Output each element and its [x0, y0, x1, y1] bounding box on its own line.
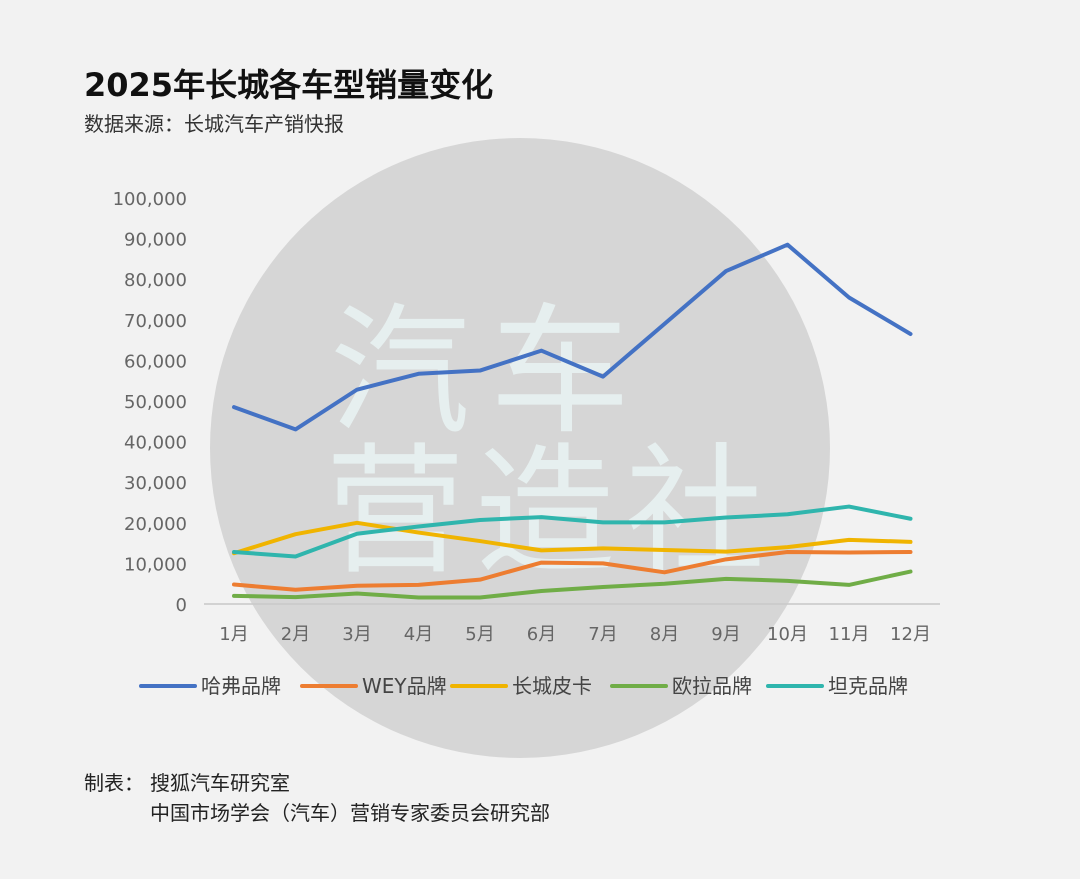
series-line-2: [232, 550, 913, 592]
y-tick-label: 0: [176, 595, 187, 616]
legend-label: 哈弗品牌: [201, 674, 281, 698]
x-tick-label: 8月: [650, 624, 679, 645]
series-line-3: [232, 520, 913, 556]
x-tick-label: 3月: [342, 624, 371, 645]
watermark-text-2: 营造社: [325, 431, 775, 594]
y-tick-label: 20,000: [124, 514, 187, 535]
chart-subtitle: 数据来源：长城汽车产销快报: [84, 112, 344, 136]
y-tick-label: 10,000: [124, 554, 187, 575]
x-tick-label: 2月: [281, 624, 310, 645]
footer-line-2: 中国市场学会（汽车）营销专家委员会研究部: [150, 801, 550, 825]
footer: 制表： 搜狐汽车研究室 中国市场学会（汽车）营销专家委员会研究部: [84, 768, 550, 828]
footer-label: 制表：: [84, 771, 144, 795]
x-tick-label: 10月: [767, 624, 808, 645]
legend-label: WEY品牌: [362, 674, 447, 698]
series-group: [232, 242, 913, 600]
legend-label: 欧拉品牌: [672, 674, 752, 698]
legend-label: 坦克品牌: [828, 674, 908, 698]
footer-line-1: 搜狐汽车研究室: [150, 771, 290, 795]
series-line-4: [232, 569, 913, 600]
x-tick-label: 6月: [527, 624, 556, 645]
x-tick-label: 12月: [890, 624, 931, 645]
y-tick-label: 90,000: [124, 230, 187, 251]
y-tick-label: 50,000: [124, 392, 187, 413]
x-tick-label: 9月: [711, 624, 740, 645]
chart-title: 2025年长城各车型销量变化: [84, 66, 494, 104]
x-tick-label: 7月: [588, 624, 617, 645]
y-tick-label: 80,000: [124, 270, 187, 291]
x-tick-label: 4月: [404, 624, 433, 645]
y-tick-label: 30,000: [124, 473, 187, 494]
y-tick-label: 60,000: [124, 351, 187, 372]
watermark-circle: [210, 138, 830, 758]
series-line-5: [232, 504, 913, 559]
y-axis: 0 10,000 20,000 30,000 40,000 50,000 60,000 70,…: [113, 189, 187, 616]
y-tick-label: 100,000: [113, 189, 187, 210]
legend-label: 长城皮卡: [512, 674, 592, 698]
watermark-text-1: 汽车: [330, 291, 650, 454]
x-tick-label: 5月: [465, 624, 494, 645]
legend: 哈弗品牌 WEY品牌 长城皮卡 欧拉品牌 坦克品牌: [139, 674, 908, 698]
x-tick-label: 1月: [219, 624, 248, 645]
x-tick-label: 11月: [829, 624, 870, 645]
x-axis: 1月 2月 3月 4月 5月 6月 7月 8月 9月 10月 11月 12月: [219, 624, 931, 645]
y-tick-label: 70,000: [124, 311, 187, 332]
y-tick-label: 40,000: [124, 433, 187, 454]
series-line-1: [232, 242, 913, 432]
